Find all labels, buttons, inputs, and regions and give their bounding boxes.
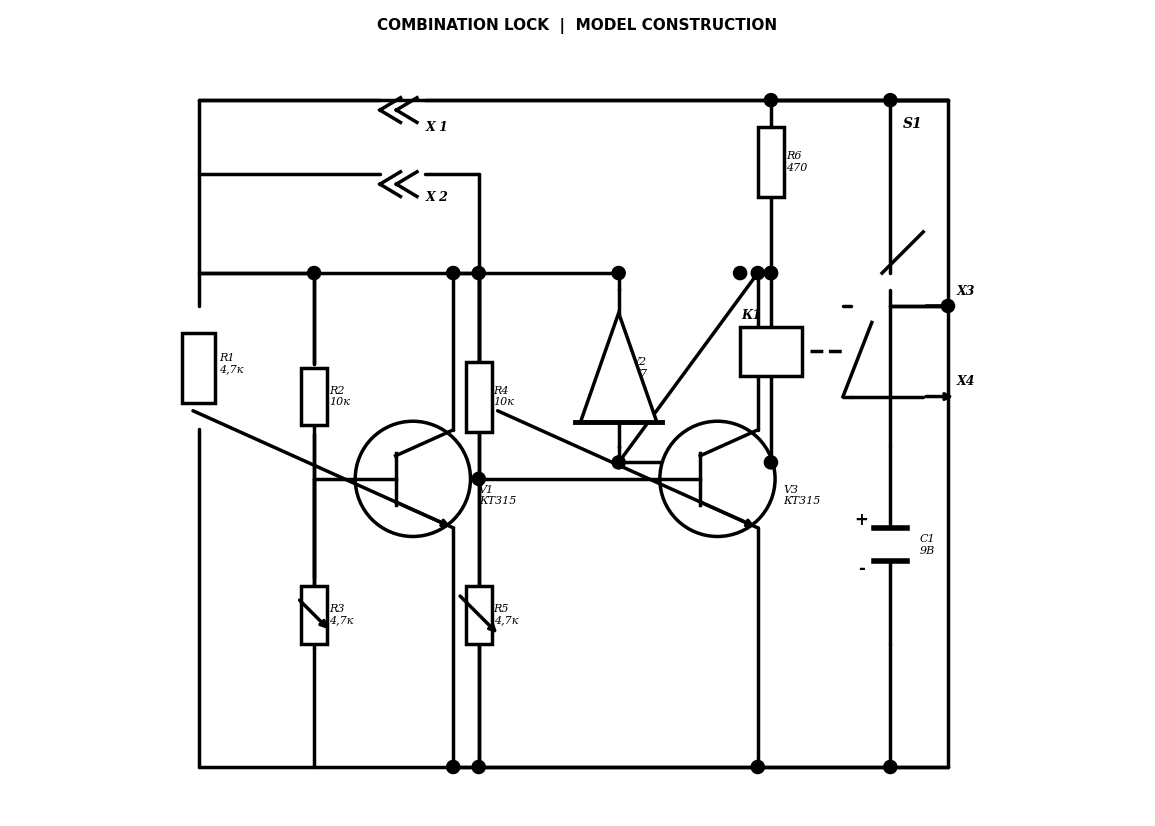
Bar [301, 368, 327, 425]
Text: V2
Д7: V2 Д7 [631, 357, 647, 378]
Circle shape [472, 472, 485, 486]
Circle shape [884, 93, 897, 107]
Text: К1: К1 [742, 310, 762, 322]
Circle shape [941, 299, 954, 312]
Circle shape [884, 761, 897, 774]
Circle shape [765, 267, 777, 280]
Text: +: + [855, 511, 869, 529]
Circle shape [660, 421, 775, 536]
Circle shape [765, 93, 777, 107]
Text: V1
КТ315: V1 КТ315 [478, 485, 516, 506]
Circle shape [356, 421, 470, 536]
Circle shape [612, 267, 625, 280]
Text: S1: S1 [903, 116, 923, 131]
Circle shape [307, 267, 321, 280]
Bar [465, 586, 492, 643]
Text: COMBINATION LOCK  |  MODEL CONSTRUCTION: COMBINATION LOCK | MODEL CONSTRUCTION [378, 18, 777, 34]
Text: R4
10к: R4 10к [493, 386, 514, 407]
Bar [465, 362, 492, 431]
Text: V3
КТ315: V3 КТ315 [783, 485, 821, 506]
Text: R2
10к: R2 10к [329, 386, 350, 407]
Circle shape [612, 456, 625, 469]
Circle shape [733, 267, 746, 280]
Text: X4: X4 [956, 375, 975, 388]
Bar [301, 586, 327, 643]
Text: X 1: X 1 [425, 121, 448, 134]
Text: -: - [858, 560, 865, 578]
Text: R6
470: R6 470 [785, 151, 807, 173]
Text: X 2: X 2 [425, 191, 448, 204]
Circle shape [472, 761, 485, 774]
Text: R3
4,7к: R3 4,7к [329, 604, 353, 625]
Circle shape [765, 267, 777, 280]
Circle shape [751, 761, 765, 774]
Circle shape [447, 761, 460, 774]
Bar [740, 326, 802, 376]
Circle shape [765, 456, 777, 469]
Circle shape [751, 267, 765, 280]
Circle shape [472, 267, 485, 280]
Bar [182, 333, 215, 403]
Circle shape [447, 267, 460, 280]
Text: X3: X3 [956, 285, 975, 297]
Text: C1
9В: C1 9В [919, 534, 934, 556]
Polygon shape [580, 313, 657, 422]
Text: R1
4,7к: R1 4,7к [219, 353, 244, 374]
Text: R5
4,7к: R5 4,7к [493, 604, 517, 625]
Bar [758, 127, 784, 197]
